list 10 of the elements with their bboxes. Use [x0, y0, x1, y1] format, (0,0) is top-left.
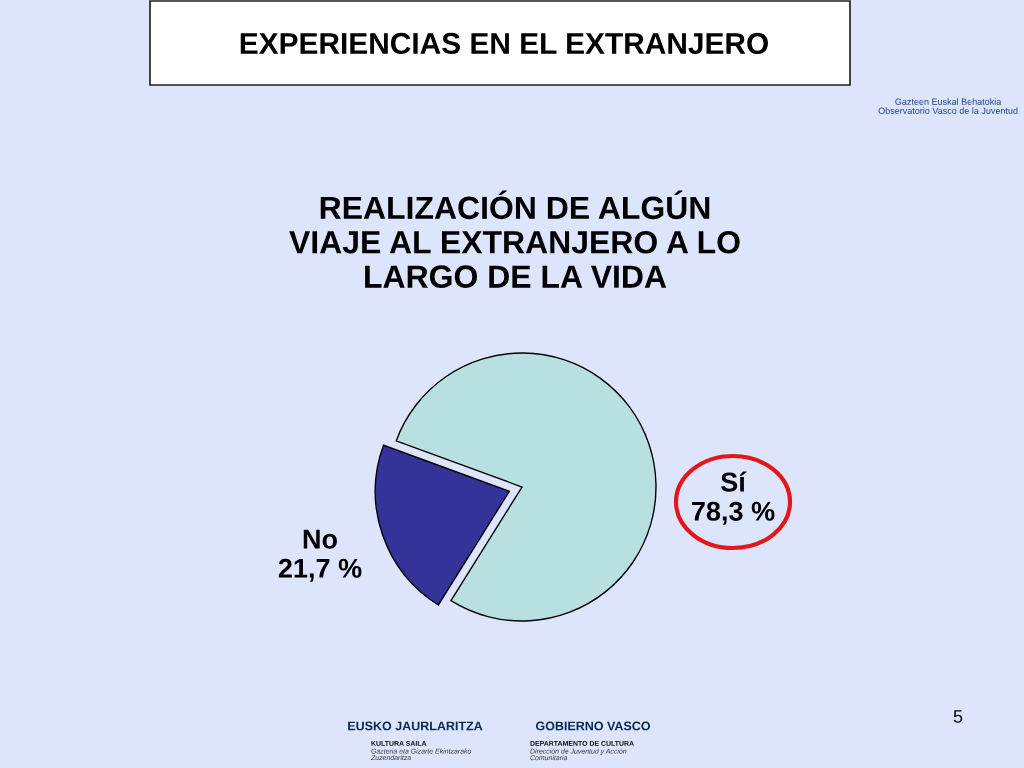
text: GOBIERNO VASCO — [535, 721, 651, 731]
chart-subtitle: REALIZACIÓN DE ALGÚN VIAJE AL EXTRANJERO A LO LARGO DE LA VIDA — [289, 190, 740, 288]
text: Gazteen Euskal Behatokia Observatorio Vasco de la Juventud — [878, 98, 1018, 114]
data-label: 78,3 % — [692, 501, 775, 525]
text: EUSKO JAURLARITZA — [348, 721, 483, 731]
text: 5 — [953, 710, 963, 723]
data-label: 21,7 % — [278, 558, 362, 582]
slice-label: No — [303, 529, 337, 549]
chart-title: EXPERIENCIAS EN EL EXTRANJERO — [240, 32, 768, 55]
slice-label: Sí — [720, 471, 747, 492]
